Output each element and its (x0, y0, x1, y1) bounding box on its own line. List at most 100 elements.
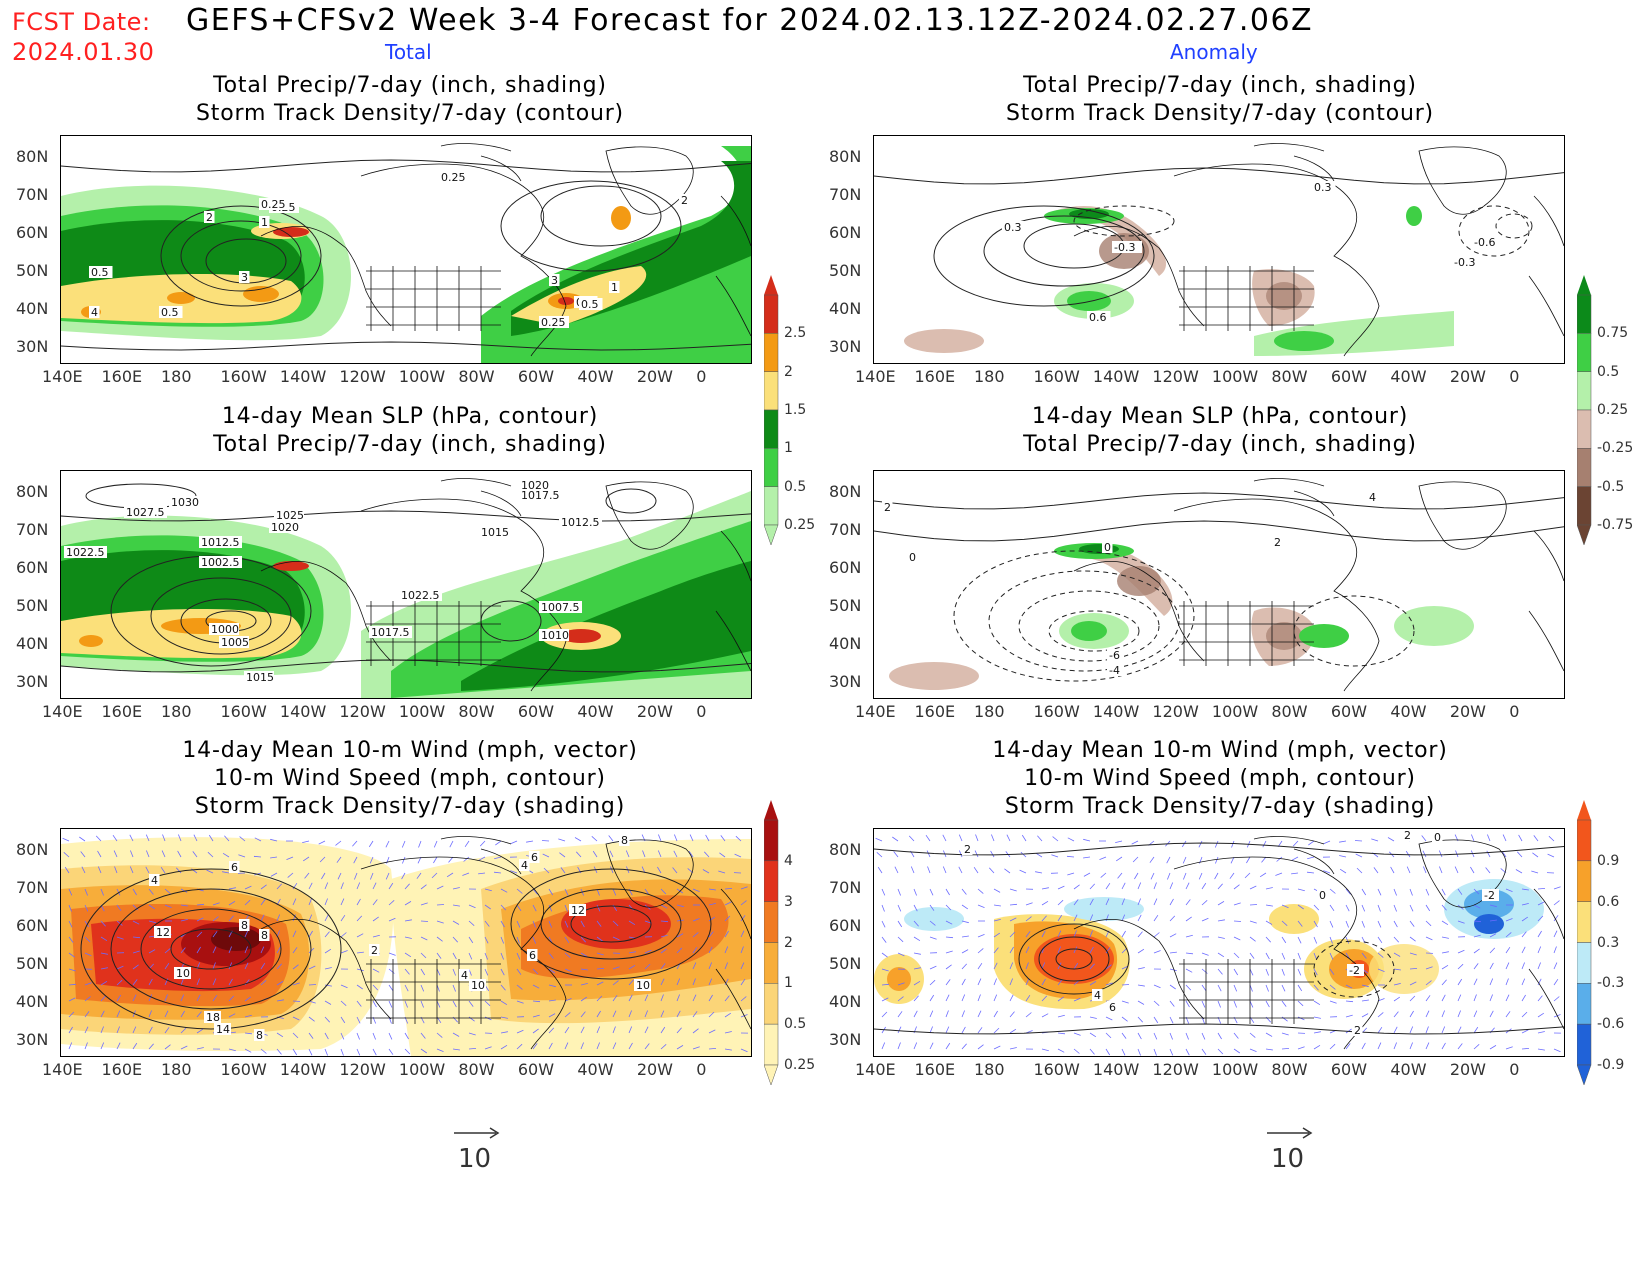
wind-arrow (1291, 856, 1299, 861)
wind-arrow (1057, 1032, 1066, 1035)
shaded-region (1464, 889, 1514, 919)
wind-arrow (484, 920, 490, 927)
shaded-region (889, 662, 979, 690)
wind-arrow (228, 995, 235, 1002)
wind-arrow (1521, 903, 1529, 906)
wind-arrow (1089, 883, 1095, 890)
colorbar-label: 0.5 (1597, 363, 1620, 380)
wind-arrow (1201, 882, 1207, 890)
contour-line (1048, 610, 1140, 652)
wind-arrow (897, 1042, 901, 1050)
wind-arrow (1009, 931, 1016, 938)
wind-arrow (1297, 1000, 1304, 1007)
wind-arrow (100, 1042, 105, 1050)
wind-arrow (308, 984, 317, 986)
wind-arrow (1117, 872, 1123, 879)
wind-arrow (1473, 1044, 1480, 1050)
wind-arrow (596, 936, 603, 942)
wind-arrow (1489, 978, 1494, 986)
wind-arrow (112, 834, 118, 842)
wind-arrow (1137, 914, 1142, 922)
wind-arrow (1231, 840, 1235, 848)
contour-label: 1022.5 (401, 589, 440, 602)
wind-arrow (1441, 1026, 1446, 1034)
wind-arrow (321, 872, 326, 880)
wind-arrow (1121, 930, 1126, 938)
wind-arrow (724, 962, 728, 970)
wind-arrow (610, 866, 614, 874)
lon-tick-label: 100W (1211, 702, 1259, 721)
contour-label: 1017.5 (371, 626, 410, 639)
wind-arrow (80, 851, 86, 858)
wind-arrow (495, 840, 502, 846)
lon-tick-label: 40W (577, 702, 614, 721)
contour-label: 1012.5 (561, 516, 600, 529)
wind-arrow (1035, 871, 1043, 874)
wind-arrow (1533, 835, 1539, 842)
wind-arrow (1537, 915, 1544, 922)
wind-arrow (292, 930, 297, 938)
wind-arrow (244, 962, 249, 970)
wind-arrow (1137, 898, 1141, 906)
wind-arrow (881, 904, 885, 912)
wind-arrow (740, 978, 746, 986)
wind-arrow (724, 1031, 732, 1034)
colorbar-swatch (763, 860, 779, 902)
contour-label: 0 (1104, 541, 1111, 554)
wind-arrow (1201, 900, 1208, 906)
wind-arrow (580, 936, 586, 943)
wind-arrow (148, 1010, 152, 1018)
wind-arrow (642, 850, 646, 858)
wind-arrow (1297, 1016, 1305, 1021)
wind-arrow (1233, 920, 1242, 922)
contour-label-bg (214, 1023, 231, 1035)
contour-label-bg (519, 859, 530, 871)
wind-arrow (1217, 1032, 1222, 1040)
wind-arrow (97, 866, 102, 874)
contour-label: 0.3 (1314, 181, 1332, 194)
column-title-total: Total (385, 40, 432, 64)
wind-arrow (478, 856, 486, 861)
lon-tick-label: 140E (42, 367, 83, 386)
wind-arrow (1537, 1031, 1545, 1034)
contour-label-bg (64, 546, 107, 558)
wind-arrow (1457, 920, 1465, 924)
wind-arrow (1105, 1016, 1113, 1021)
colorbar-swatch (763, 983, 779, 1025)
wind-arrow (1553, 946, 1557, 954)
wind-arrow (945, 1010, 949, 1018)
wind-arrow (596, 920, 602, 927)
wind-arrow (431, 872, 438, 879)
wind-arrow (84, 996, 91, 1002)
wind-arrow (1185, 899, 1191, 906)
wind-arrow (1313, 952, 1317, 960)
wind-arrow (1297, 888, 1305, 892)
wind-arrow (196, 903, 205, 906)
contour-label: 4 (521, 859, 528, 872)
wind-arrow (1249, 920, 1257, 924)
lon-tick-label: 140E (42, 1060, 83, 1079)
wind-arrow (961, 1010, 965, 1018)
wind-arrow (1169, 933, 1177, 938)
wind-arrow (401, 840, 406, 848)
wind-arrow (500, 888, 508, 893)
wind-arrow (1521, 916, 1529, 922)
wind-arrow (1505, 946, 1511, 954)
lon-tick-label: 160W (1033, 702, 1080, 721)
wind-arrow (1134, 872, 1139, 880)
wind-arrow (628, 904, 634, 911)
wind-arrow (196, 1028, 204, 1034)
contour-label: 18 (206, 1011, 220, 1024)
wind-arrow (577, 866, 582, 874)
contour-label-bg (399, 589, 442, 601)
wind-arrow (1073, 997, 1081, 1002)
wind-arrow (660, 948, 667, 954)
wind-arrow (1441, 979, 1447, 986)
shaded-region (1406, 206, 1422, 226)
shaded-region (1269, 904, 1319, 934)
wind-arrow (1249, 952, 1255, 959)
lon-tick-label: 20W (1449, 702, 1486, 721)
contour-line (1458, 205, 1530, 257)
wind-arrow (580, 1042, 584, 1050)
wind-arrow (1377, 952, 1384, 958)
